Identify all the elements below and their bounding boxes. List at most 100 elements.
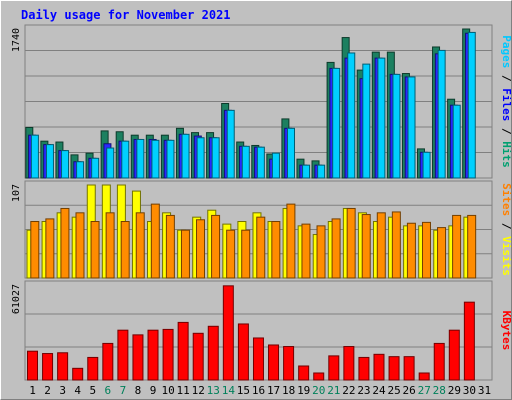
traffic-bar-pages	[392, 73, 401, 179]
x-tick-label: 14	[222, 384, 236, 397]
x-tick-label: 11	[177, 384, 190, 397]
visits-bar-sites	[467, 214, 477, 279]
visits-bar-sites	[406, 222, 416, 279]
volume-bar-kbytes	[117, 329, 129, 381]
visits-bar-sites	[211, 214, 221, 279]
visits-bar-sites	[90, 221, 100, 279]
volume-bar-kbytes	[358, 356, 370, 381]
traffic-bar-pages	[91, 157, 100, 179]
visits-bar-sites	[391, 211, 401, 279]
traffic-bar-pages	[407, 76, 416, 179]
traffic-bar-pages	[121, 140, 130, 179]
x-tick-label: 3	[59, 384, 66, 397]
visits-legend-part: /	[500, 216, 511, 236]
visits-bar-sites	[45, 218, 55, 279]
volume-legend: KBytes	[500, 311, 511, 351]
visits-bar-sites	[331, 218, 341, 279]
volume-bar-kbytes	[162, 328, 174, 381]
visits-max-label: 107	[11, 184, 22, 202]
traffic-bar-pages	[30, 134, 39, 179]
traffic-legend: Pages / Files / Hits	[500, 35, 511, 168]
visits-bar-sites	[437, 227, 447, 279]
x-tick-label: 13	[207, 384, 220, 397]
traffic-legend-part: Files	[500, 88, 511, 121]
x-tick-label: 19	[297, 384, 310, 397]
x-tick-label: 16	[252, 384, 265, 397]
traffic-bar-pages	[181, 133, 190, 179]
traffic-max-label: 1740	[11, 28, 22, 52]
x-tick-label: 23	[357, 384, 370, 397]
x-tick-label: 30	[463, 384, 476, 397]
volume-bar-kbytes	[27, 350, 38, 381]
traffic-bar-pages	[452, 104, 461, 179]
visits-bar-sites	[60, 207, 70, 279]
visits-bar-sites	[452, 214, 462, 279]
visits-bar-sites	[196, 219, 206, 279]
traffic-bar-pages	[422, 151, 431, 179]
volume-bar-kbytes	[403, 356, 415, 381]
volume-bar-kbytes	[328, 355, 340, 381]
visits-bar-sites	[241, 229, 251, 279]
x-tick-label: 31	[478, 384, 491, 397]
visits-bar-sites	[346, 207, 356, 279]
visits-bar-sites	[135, 212, 145, 279]
x-tick-label: 26	[403, 384, 416, 397]
volume-bar-kbytes	[132, 334, 144, 381]
volume-bar-kbytes	[448, 329, 460, 381]
traffic-bar-pages	[166, 139, 175, 179]
visits-bar-sites	[286, 203, 296, 279]
x-tick-label: 6	[105, 384, 112, 397]
visits-legend-part: Visits	[500, 236, 511, 276]
traffic-legend-part: Pages	[500, 35, 511, 68]
visits-bar-sites	[30, 221, 40, 279]
volume-bar-kbytes	[102, 342, 114, 381]
chart-title: Daily usage for November 2021	[21, 8, 231, 22]
x-tick-label: 25	[387, 384, 400, 397]
volume-bar-kbytes	[433, 342, 445, 381]
volume-bar-kbytes	[177, 321, 189, 381]
x-tick-label: 28	[433, 384, 446, 397]
visits-legend: Sites / Visits	[500, 183, 511, 276]
x-tick-label: 20	[312, 384, 325, 397]
visits-bar-sites	[376, 212, 386, 279]
x-tick-label: 8	[135, 384, 142, 397]
visits-bar-sites	[150, 203, 160, 279]
visits-bar-sites	[421, 221, 431, 279]
traffic-bar-pages	[467, 31, 476, 179]
traffic-bar-pages	[286, 127, 295, 179]
traffic-bar-pages	[241, 145, 250, 179]
volume-bar-kbytes	[252, 337, 264, 381]
x-tick-label: 22	[342, 384, 355, 397]
traffic-bar-pages	[151, 139, 160, 179]
x-tick-label: 2	[44, 384, 51, 397]
volume-bar-kbytes	[373, 353, 385, 381]
traffic-bar-pages	[437, 49, 446, 179]
volume-bar-kbytes	[57, 352, 69, 381]
traffic-bar-pages	[106, 147, 115, 179]
x-tick-label: 4	[74, 384, 81, 397]
visits-bar-sites	[301, 223, 311, 279]
traffic-bar-pages	[256, 146, 265, 179]
visits-bar-sites	[105, 212, 115, 279]
traffic-bar-pages	[76, 161, 85, 179]
traffic-legend-part: /	[500, 121, 511, 141]
x-tick-label: 7	[120, 384, 127, 397]
volume-bar-kbytes	[87, 356, 99, 381]
volume-bar-kbytes	[192, 332, 204, 381]
visits-legend-part: Sites	[500, 183, 511, 216]
volume-bar-kbytes	[298, 365, 310, 381]
traffic-legend-part: Hits	[500, 141, 511, 168]
x-tick-label: 21	[327, 384, 340, 397]
x-tick-label: 10	[161, 384, 174, 397]
x-tick-label: 18	[282, 384, 295, 397]
volume-bar-kbytes	[283, 346, 295, 381]
traffic-bar-pages	[196, 137, 205, 179]
visits-bar-sites	[75, 212, 85, 279]
traffic-bar-pages	[271, 152, 280, 179]
visits-bar-sites	[361, 214, 371, 279]
volume-bar-kbytes	[388, 356, 400, 381]
x-tick-label: 17	[267, 384, 280, 397]
x-tick-label: 9	[150, 384, 157, 397]
volume-max-label: 61027	[11, 284, 22, 314]
